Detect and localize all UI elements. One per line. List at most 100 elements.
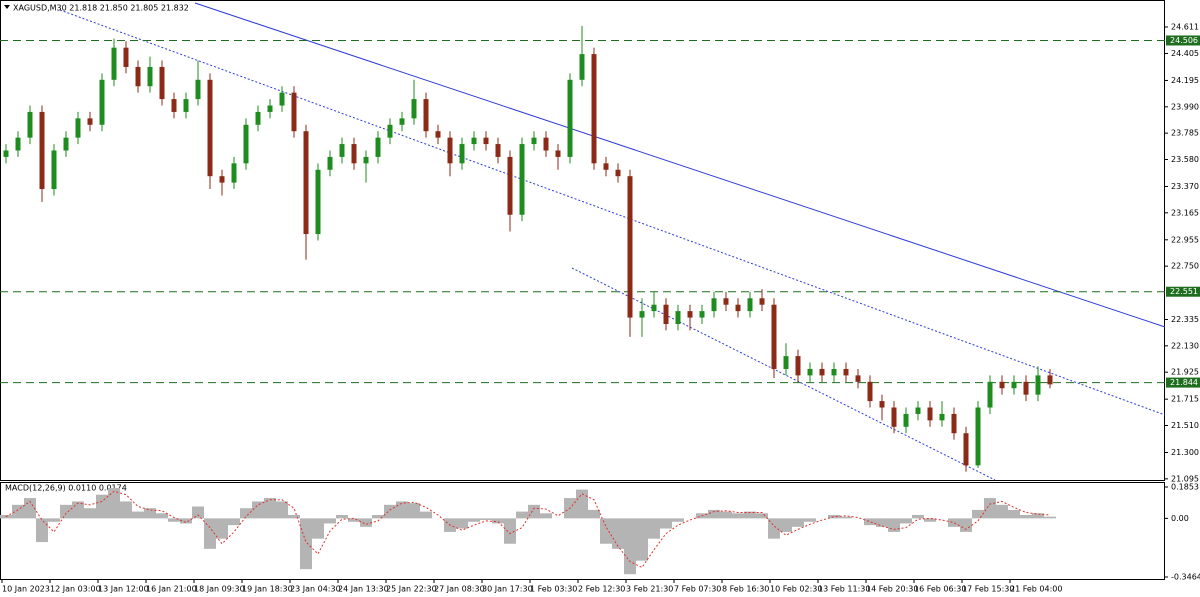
candle-body (375, 137, 381, 157)
macd-bar (780, 518, 792, 532)
level-label-box (1166, 286, 1200, 297)
candle-body (483, 137, 489, 145)
macd-bar (648, 518, 660, 539)
candle-body (27, 111, 33, 138)
macd-bar (120, 501, 132, 519)
candle-body (315, 169, 321, 235)
y-tick-label: 21.715 (1171, 395, 1199, 404)
macd-bar (240, 508, 252, 519)
candle-body (255, 111, 261, 125)
candle-body (387, 124, 393, 138)
macd-bar (864, 518, 876, 526)
x-tick-label: 1 Feb 03:30 (530, 585, 577, 594)
macd-bar (576, 489, 588, 519)
candle-body (267, 105, 273, 112)
macd-bar (108, 487, 120, 519)
y-tick-label: 23.370 (1171, 182, 1199, 191)
candle-body (783, 356, 789, 369)
candle-body (723, 298, 729, 305)
candle-body (711, 298, 717, 312)
macd-bar (504, 518, 516, 544)
y-tick-label: 22.130 (1171, 341, 1199, 350)
macd-bar (336, 514, 348, 519)
level-label: 21.844 (1170, 378, 1198, 387)
candle-body (819, 368, 825, 376)
trend-line (194, 2, 1166, 328)
candle-body (1011, 381, 1017, 389)
macd-bar (720, 511, 732, 519)
x-tick-label: 16 Feb 06:30 (914, 585, 966, 594)
macd-bar (1020, 514, 1032, 519)
y-tick-label: 23.785 (1171, 129, 1199, 138)
macd-bar (900, 518, 912, 524)
candle-body (771, 304, 777, 369)
x-tick-label: 13 Jan 12:00 (98, 585, 149, 594)
macd-bar (480, 518, 492, 521)
macd-bar (384, 504, 396, 519)
candle-body (963, 433, 969, 466)
y-tick-label: 22.335 (1171, 315, 1199, 324)
candle-body (207, 79, 213, 177)
candle-body (519, 144, 525, 215)
candle-body (651, 304, 657, 312)
macd-bar (360, 518, 372, 527)
x-tick-label: 27 Jan 08:30 (434, 585, 485, 594)
macd-bar (540, 513, 552, 519)
y-tick-label: 24.195 (1171, 76, 1199, 85)
candle-body (735, 304, 741, 312)
level-label-box (1166, 377, 1200, 388)
main-frame (0, 0, 1165, 481)
macd-bar (372, 514, 384, 519)
macd-bar (828, 514, 840, 519)
y-tick-label: 0.1853 (1171, 483, 1199, 492)
chart-title: XAGUSD,M30 21.818 21.850 21.805 21.832 (13, 4, 189, 13)
macd-bar (888, 518, 900, 532)
candle-body (1035, 375, 1041, 395)
macd-bar (912, 514, 924, 519)
candle-body (147, 66, 153, 87)
candle-body (867, 381, 873, 402)
candle-body (87, 118, 93, 125)
candle-body (987, 381, 993, 408)
x-tick-label: 10 Jan 2023 (2, 585, 50, 594)
macd-bar (84, 508, 96, 519)
candle-body (567, 79, 573, 157)
candle-body (975, 407, 981, 466)
candle-body (1047, 375, 1053, 385)
x-tick-label: 13 Feb 11:30 (818, 585, 870, 594)
macd-bar (924, 518, 936, 522)
candle-body (15, 137, 21, 151)
candle-body (171, 99, 177, 112)
candle-body (1023, 381, 1029, 395)
x-tick-label: 2 Feb 12:30 (578, 585, 625, 594)
candle-body (195, 79, 201, 100)
candle-body (123, 47, 129, 67)
macd-bar (972, 509, 984, 519)
macd-bar (12, 504, 24, 519)
candle-body (951, 413, 957, 434)
candle-body (51, 150, 57, 190)
candle-body (639, 311, 645, 318)
candle-body (99, 79, 105, 125)
macd-bar (312, 518, 324, 539)
macd-frame (0, 482, 1165, 580)
macd-bar (600, 518, 612, 544)
macd-bar (732, 513, 744, 519)
macd-bar (792, 518, 804, 527)
candle-body (447, 137, 453, 164)
x-tick-label: 24 Jan 13:30 (338, 585, 389, 594)
candle-body (747, 298, 753, 312)
candle-body (363, 156, 369, 164)
candle-body (63, 137, 69, 151)
candle-body (39, 111, 45, 190)
macd-bar (300, 518, 312, 570)
macd-bar (192, 506, 204, 519)
macd-bar (180, 518, 192, 524)
macd-bar (984, 498, 996, 519)
macd-bar (672, 518, 684, 522)
y-tick-label: 23.990 (1171, 102, 1199, 111)
y-tick-label: -0.3464 (1171, 573, 1200, 582)
candle-body (579, 54, 585, 80)
candle-body (543, 137, 549, 151)
candle-body (291, 92, 297, 132)
